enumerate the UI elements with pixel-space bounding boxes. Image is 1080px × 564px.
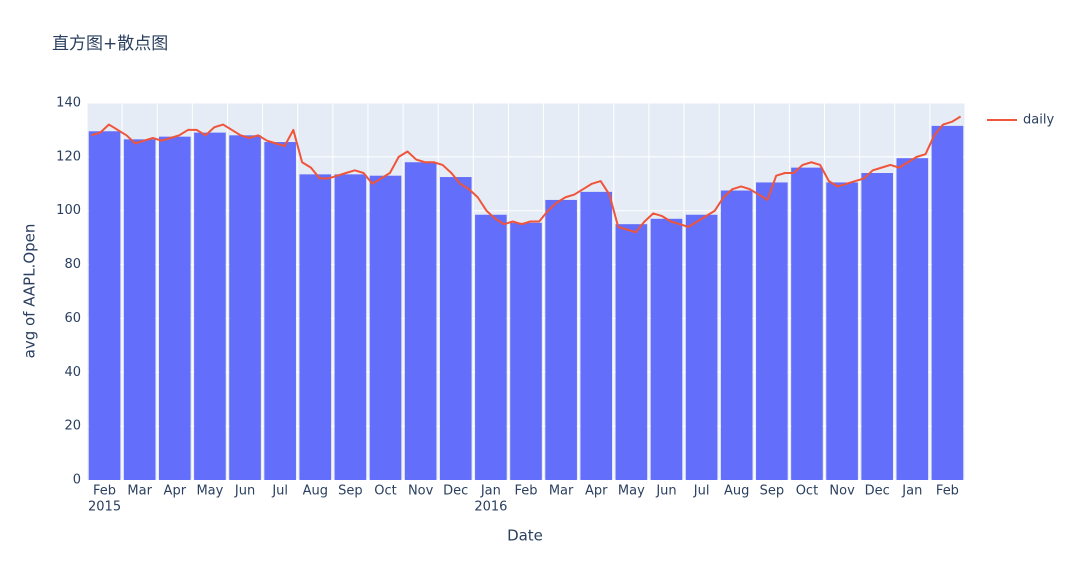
line-series xyxy=(91,115,962,234)
bar xyxy=(685,214,718,480)
y-tick-label: 120 xyxy=(56,149,81,164)
y-tick-label: 100 xyxy=(56,203,81,218)
bar xyxy=(475,214,507,480)
x-tick-label: Jan xyxy=(901,484,922,499)
x-tick-label: Nov xyxy=(408,484,434,499)
bar xyxy=(510,222,542,480)
y-tick-label: 80 xyxy=(64,257,81,272)
y-tick-label: 60 xyxy=(64,311,81,326)
x-tick-label: Jul xyxy=(271,484,288,499)
x-tick-label: May xyxy=(618,484,645,499)
bar xyxy=(650,218,683,481)
chart-title: 直方图+散点图 xyxy=(52,34,168,54)
bar xyxy=(334,174,367,480)
x-tick-year: 2015 xyxy=(88,500,121,515)
bar xyxy=(229,135,261,481)
x-tick-label: Dec xyxy=(443,484,468,499)
x-tick-label: Feb xyxy=(936,484,959,499)
x-tick-label: Aug xyxy=(724,484,749,499)
x-tick-year: 2016 xyxy=(474,500,507,515)
bar xyxy=(826,182,858,481)
bar xyxy=(580,191,613,480)
bar xyxy=(896,158,929,481)
x-tick-label: Jun xyxy=(234,484,255,499)
x-tick-label: Jul xyxy=(693,484,710,499)
x-tick-label: Apr xyxy=(585,484,608,499)
y-tick-label: 40 xyxy=(64,365,81,380)
x-tick-label: Oct xyxy=(796,484,818,499)
bar xyxy=(369,175,402,480)
y-tick-label: 20 xyxy=(64,419,81,434)
y-axis-title: avg of AAPL.Open xyxy=(21,224,39,359)
x-tick-label: Jun xyxy=(655,484,676,499)
bar xyxy=(299,174,332,480)
bar xyxy=(791,167,823,480)
bar xyxy=(123,139,156,480)
x-tick-label: Dec xyxy=(865,484,890,499)
bar xyxy=(158,136,191,481)
bar xyxy=(931,125,964,480)
x-tick-label: Feb xyxy=(514,484,537,499)
legend-label: daily xyxy=(1023,113,1054,128)
bar xyxy=(404,162,437,480)
bar xyxy=(861,173,894,480)
x-tick-label: Sep xyxy=(338,484,363,499)
x-tick-label: Feb xyxy=(93,484,116,499)
x-tick-label: Apr xyxy=(164,484,187,499)
bar xyxy=(545,199,577,480)
bar xyxy=(194,132,226,480)
x-tick-label: Mar xyxy=(127,484,152,499)
x-tick-label: Aug xyxy=(303,484,328,499)
y-tick-label: 0 xyxy=(73,473,81,488)
x-axis-title: Date xyxy=(507,527,543,545)
bar xyxy=(439,177,472,480)
x-tick-label: Oct xyxy=(374,484,396,499)
x-tick-label: May xyxy=(196,484,223,499)
bar xyxy=(720,190,753,480)
x-tick-label: Nov xyxy=(829,484,855,499)
y-tick-label: 140 xyxy=(56,96,81,111)
bar xyxy=(756,182,788,481)
bar xyxy=(264,142,296,480)
x-tick-label: Jan xyxy=(480,484,501,499)
x-tick-label: Sep xyxy=(760,484,785,499)
bar xyxy=(88,131,121,480)
x-tick-label: Mar xyxy=(549,484,574,499)
bar xyxy=(615,224,648,480)
